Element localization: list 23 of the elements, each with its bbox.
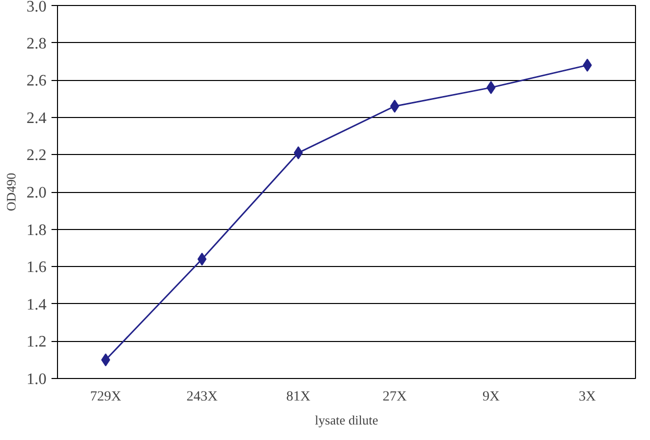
y-axis-title: OD490 [4, 172, 18, 212]
y-tick-label: 1.6 [26, 259, 46, 276]
y-tick-label: 1.0 [26, 371, 46, 388]
y-tick-label: 2.8 [26, 35, 46, 52]
x-axis-title: lysate dilute [314, 412, 378, 428]
x-tick-label: 9X [482, 390, 500, 404]
y-tick-label: 2.4 [26, 110, 46, 127]
point [101, 353, 110, 366]
x-tick-label: 729X [90, 390, 122, 404]
x-tick-label: 27X [382, 390, 407, 404]
y-tick-label: 2.0 [26, 184, 46, 202]
y-tick-label: 1.4 [26, 296, 46, 314]
point [294, 146, 303, 160]
y-tick-label: 1.2 [26, 334, 46, 351]
point [390, 100, 400, 113]
y-tick-label: 3.0 [26, 0, 46, 16]
x-tick-label: 3X [578, 390, 596, 404]
x-tick-label: 243X [186, 390, 218, 404]
y-tick-label: 1.8 [26, 222, 46, 239]
y-tick-label: 2.2 [26, 147, 46, 164]
point [582, 58, 592, 72]
y-tick-label: 2.6 [26, 72, 46, 90]
x-tick-label: 81X [286, 390, 310, 404]
